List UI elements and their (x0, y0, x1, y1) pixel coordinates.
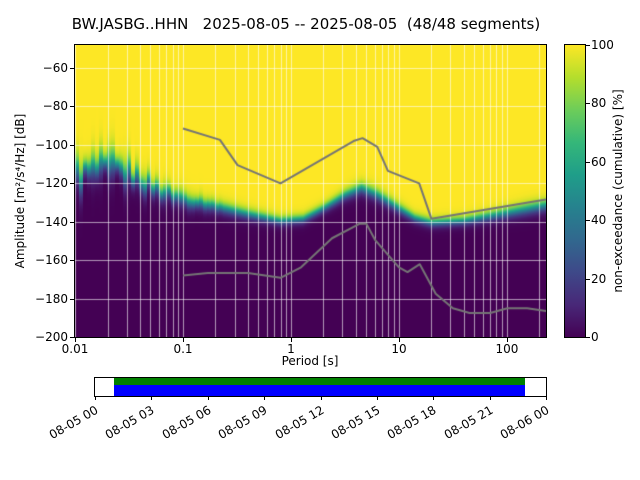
time-tick-label: 08-05 15 (328, 402, 383, 442)
y-tick-mark (70, 260, 74, 262)
colorbar-gradient (565, 45, 585, 337)
colorbar-tick-label: 40 (591, 213, 607, 228)
colorbar-tick-label: 0 (591, 330, 599, 344)
colorbar-tick-mark (586, 103, 590, 105)
time-tick-mark (489, 396, 491, 400)
time-tick-mark (264, 396, 266, 400)
y-tick-label: −140 (35, 214, 68, 229)
x-tick-mark (506, 338, 508, 342)
x-tick-mark (182, 338, 184, 342)
y-tick-label: −160 (35, 253, 68, 268)
time-tick-label: 08-05 03 (103, 402, 157, 442)
y-tick-mark (70, 183, 74, 185)
time-tick-label: 08-05 21 (441, 402, 496, 442)
y-tick-label: −80 (42, 99, 68, 114)
time-tick-label: 08-05 12 (272, 402, 326, 442)
time-tick-label: 08-05 18 (385, 402, 439, 442)
x-tick-mark (398, 338, 400, 342)
y-tick-label: −180 (35, 291, 68, 306)
x-tick-label: 0.01 (61, 342, 89, 356)
time-tick-label: 08-05 06 (159, 402, 214, 442)
y-tick-mark (70, 337, 74, 338)
time-tick-mark (207, 396, 209, 400)
time-tick-mark (151, 396, 153, 400)
figure-title: BW.JASBG..HHN 2025-08-05 -- 2025-08-05 (… (71, 15, 541, 33)
time-tick-label: 08-06 00 (497, 402, 552, 442)
x-tick-label: 0.1 (173, 342, 193, 356)
y-tick-mark (70, 298, 74, 300)
colorbar-tick-label: 100 (591, 38, 614, 52)
y-tick-label: −60 (42, 61, 68, 76)
x-tick-mark (75, 338, 76, 342)
colorbar-tick-mark (586, 220, 590, 222)
x-tick-label: 100 (495, 342, 519, 356)
y-tick-label: −120 (35, 176, 68, 191)
colorbar-tick-label: 80 (591, 96, 607, 111)
time-tick-mark (433, 396, 435, 400)
time-tick-label: 08-05 00 (46, 402, 101, 442)
x-tick-mark (290, 338, 292, 342)
y-tick-mark (70, 221, 74, 223)
colorbar-tick-label: 60 (591, 154, 607, 169)
ppsd-heatmap-canvas (75, 45, 546, 337)
colorbar-tick-label: 20 (591, 271, 607, 286)
y-tick-mark (70, 144, 74, 146)
y-tick-mark (70, 106, 74, 108)
y-tick-label: −100 (35, 137, 68, 152)
coverage-bar-data-blue (113, 385, 526, 396)
time-tick-mark (95, 396, 96, 400)
time-tick-label: 08-05 09 (215, 402, 270, 442)
x-axis-label: Period [s] (281, 354, 339, 368)
y-tick-label: −200 (35, 330, 68, 344)
time-tick-mark (376, 396, 378, 400)
x-tick-label: 1 (287, 342, 295, 356)
colorbar-tick-mark (586, 278, 590, 280)
colorbar-tick-mark (586, 45, 590, 46)
coverage-bar-processed-green (113, 378, 526, 385)
x-tick-label: 10 (391, 342, 407, 356)
time-tick-mark (546, 396, 547, 400)
colorbar-tick-mark (586, 161, 590, 163)
colorbar-tick-mark (586, 337, 590, 338)
time-tick-mark (320, 396, 322, 400)
y-tick-mark (70, 68, 74, 70)
colorbar-label: non-exceedance (cumulative) [%] (611, 89, 625, 293)
